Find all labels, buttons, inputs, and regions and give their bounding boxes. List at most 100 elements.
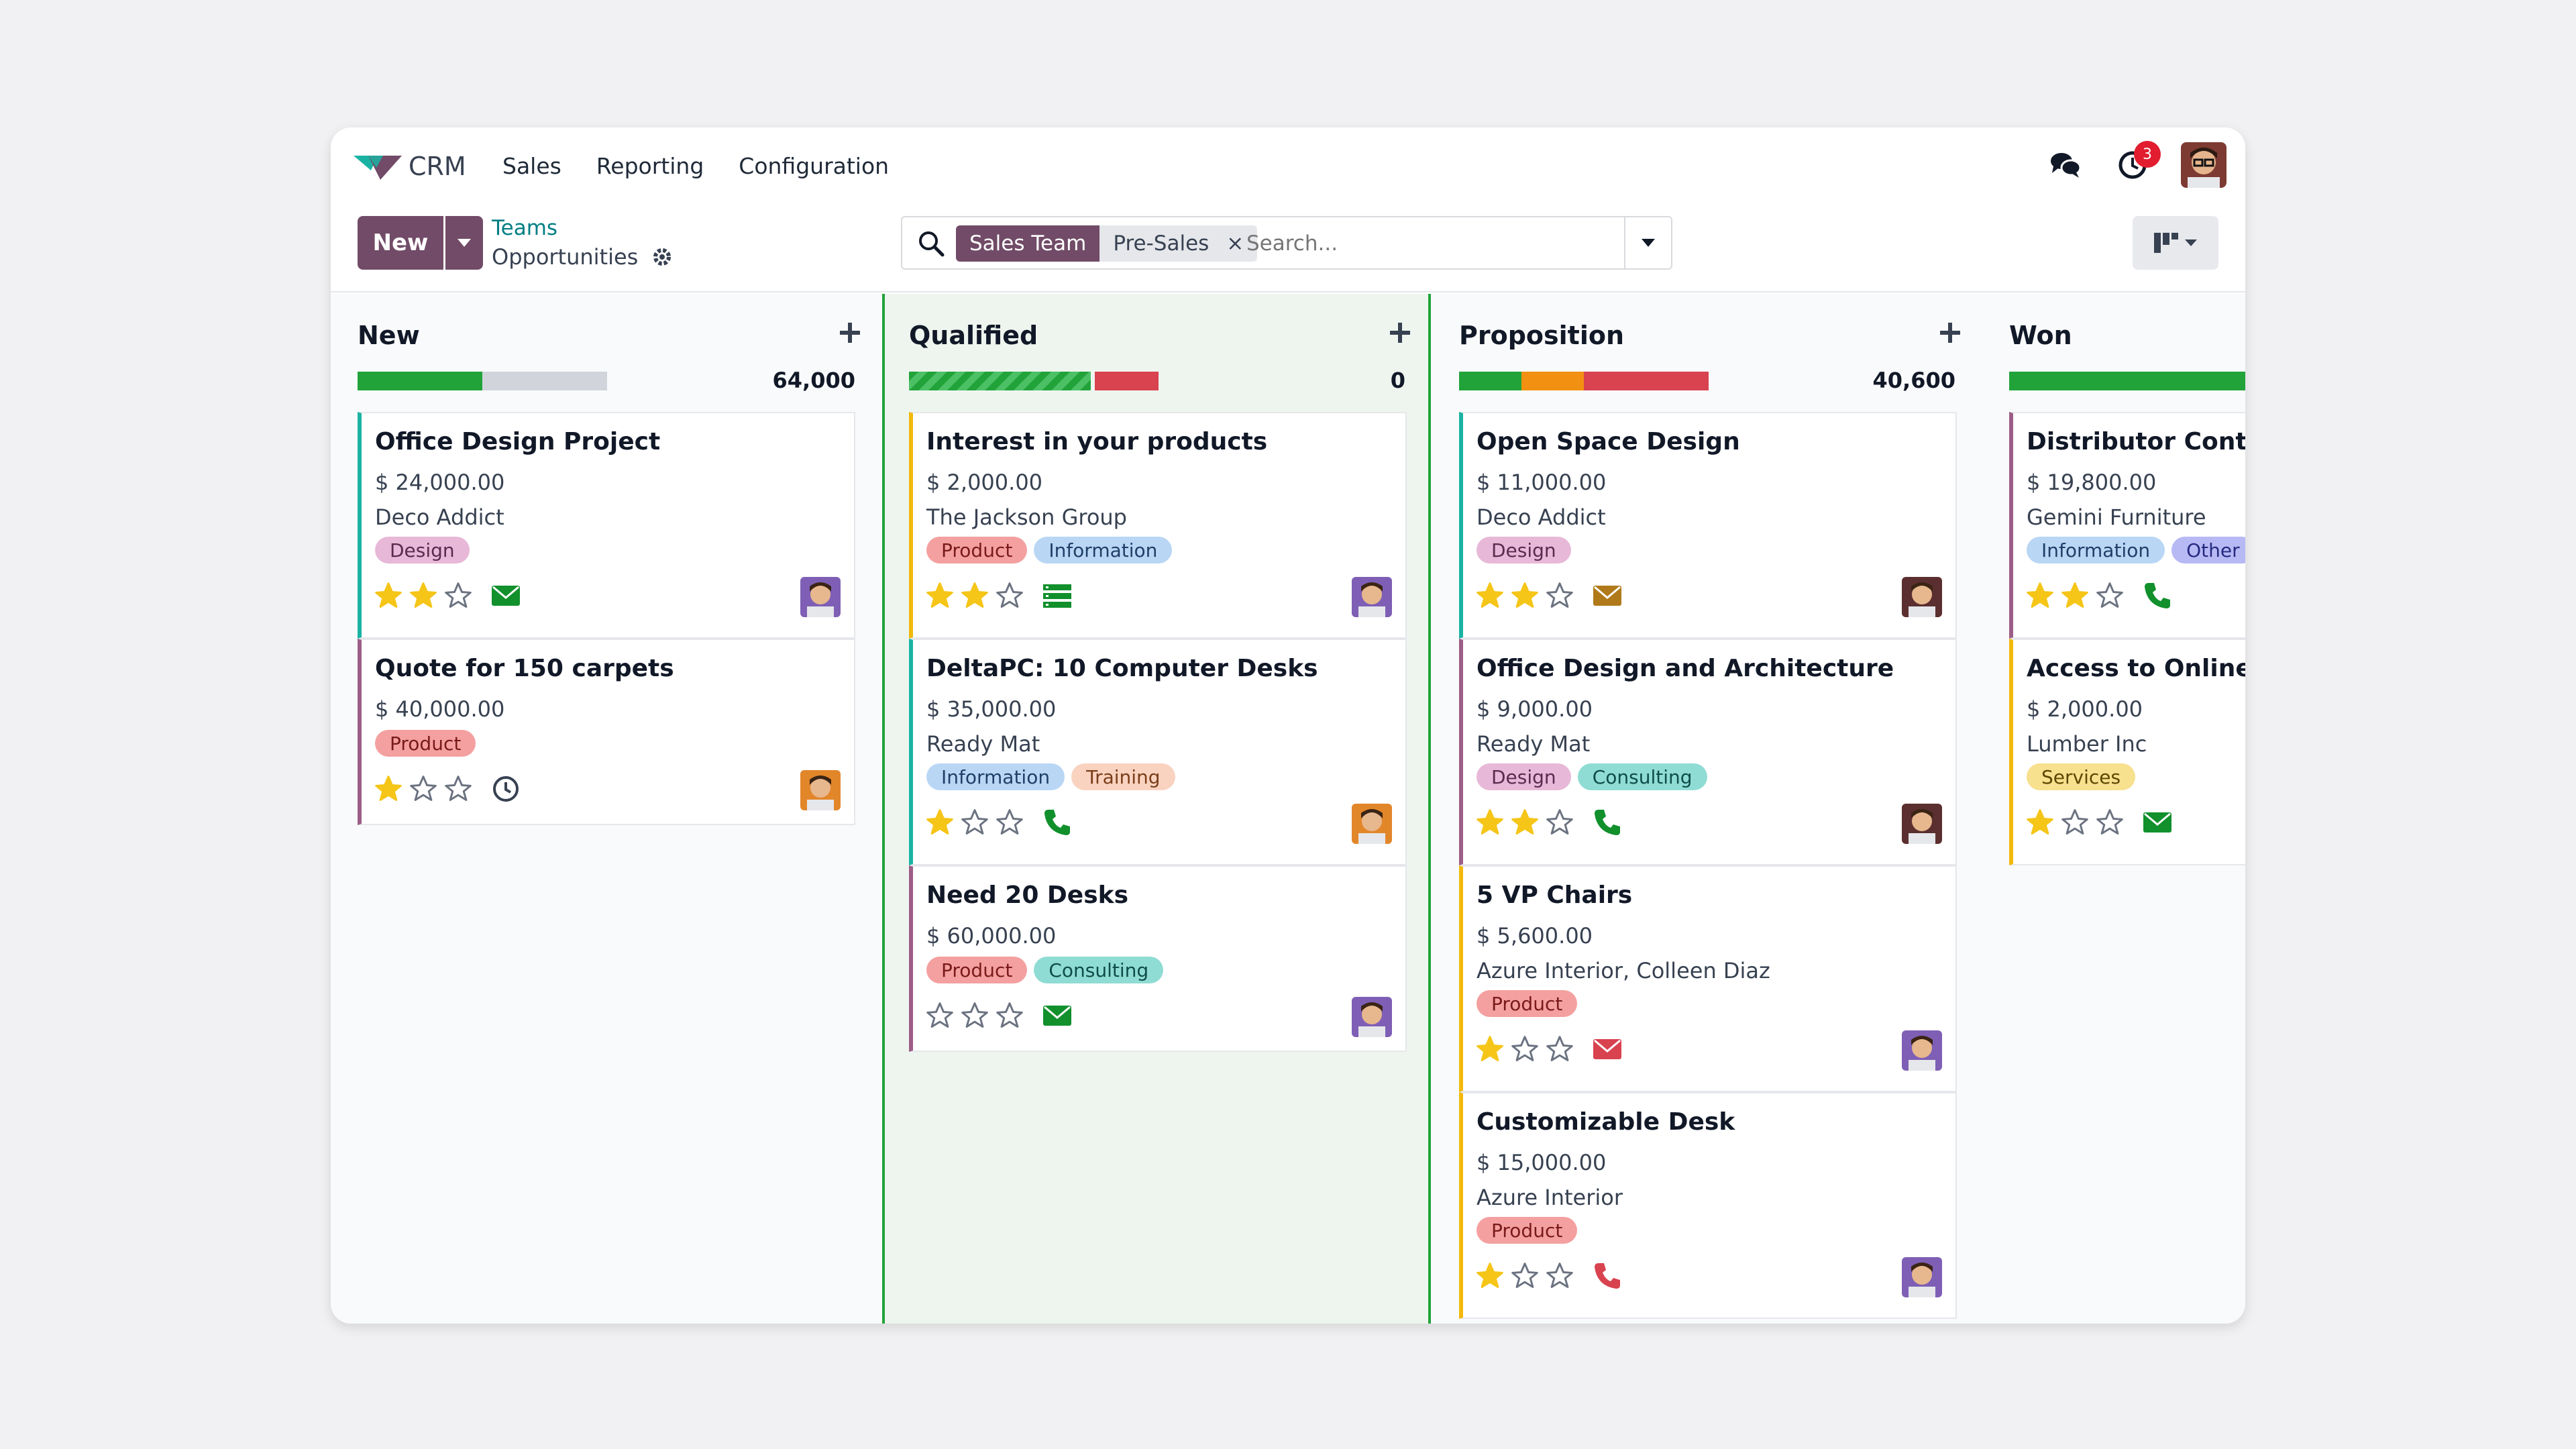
kanban-card[interactable]: DeltaPC: 10 Computer Desks $ 35,000.00 Rea… <box>909 639 1407 865</box>
crm-logo-icon[interactable] <box>354 150 402 182</box>
star-filled-icon[interactable] <box>1475 808 1505 840</box>
assignee-avatar[interactable] <box>1902 577 1942 617</box>
star-empty-icon[interactable] <box>1545 1261 1574 1293</box>
assignee-avatar[interactable] <box>1902 1030 1942 1071</box>
chat-icon[interactable] <box>2047 146 2084 184</box>
phone-icon[interactable] <box>1592 1260 1623 1291</box>
progress-segment[interactable] <box>358 372 482 390</box>
star-filled-icon[interactable] <box>2025 581 2055 613</box>
assignee-avatar[interactable] <box>1352 577 1392 617</box>
kanban-card[interactable]: Access to Online C $ 2,000.00 Lumber Inc Se… <box>2009 639 2245 865</box>
star-empty-icon[interactable] <box>2095 581 2125 613</box>
progress-segment[interactable] <box>1094 372 1159 390</box>
star-filled-icon[interactable] <box>1475 1261 1505 1293</box>
star-filled-icon[interactable] <box>1475 1034 1505 1067</box>
menu-item-sales[interactable]: Sales <box>502 153 561 179</box>
assignee-avatar[interactable] <box>1352 804 1392 844</box>
column-progress-bar[interactable] <box>909 372 1159 390</box>
new-button[interactable]: New <box>358 216 443 270</box>
list-icon[interactable] <box>1042 580 1073 611</box>
star-empty-icon[interactable] <box>1510 1261 1540 1293</box>
envelope-icon[interactable] <box>1592 1034 1623 1065</box>
column-title[interactable]: Qualified <box>909 321 1038 350</box>
phone-icon[interactable] <box>1592 807 1623 838</box>
clock-icon[interactable] <box>490 773 521 804</box>
kanban-card[interactable]: Office Design Project $ 24,000.00 Deco Add… <box>358 412 855 639</box>
progress-segment[interactable] <box>2009 372 2245 390</box>
star-empty-icon[interactable] <box>995 808 1024 840</box>
add-card-icon[interactable] <box>838 321 865 347</box>
star-empty-icon[interactable] <box>2095 808 2125 840</box>
star-empty-icon[interactable] <box>409 774 438 806</box>
search-options-toggle[interactable] <box>1624 217 1671 268</box>
column-progress-bar[interactable] <box>1459 372 1709 390</box>
progress-segment[interactable] <box>1521 372 1584 390</box>
progress-segment[interactable] <box>482 372 607 390</box>
kanban-card[interactable]: Open Space Design $ 11,000.00 Deco Addict D… <box>1459 412 1957 639</box>
assignee-avatar[interactable] <box>1352 997 1392 1037</box>
star-empty-icon[interactable] <box>1510 1034 1540 1067</box>
activity-clock-icon[interactable]: 3 <box>2114 141 2161 184</box>
breadcrumb-teams[interactable]: Teams <box>492 216 558 240</box>
assignee-avatar[interactable] <box>1902 1257 1942 1297</box>
progress-segment[interactable] <box>1459 372 1521 390</box>
new-dropdown-button[interactable] <box>445 216 483 270</box>
star-filled-icon[interactable] <box>374 581 403 613</box>
search-icon[interactable] <box>917 229 945 258</box>
column-title[interactable]: New <box>358 321 420 350</box>
star-filled-icon[interactable] <box>925 581 955 613</box>
envelope-icon[interactable] <box>490 580 521 611</box>
column-title[interactable]: Proposition <box>1459 321 1624 350</box>
progress-segment[interactable] <box>909 372 1091 390</box>
menu-item-reporting[interactable]: Reporting <box>596 153 704 179</box>
kanban-card[interactable]: Office Design and Architecture $ 9,000.00… <box>1459 639 1957 865</box>
column-progress-bar[interactable] <box>358 372 607 390</box>
star-empty-icon[interactable] <box>960 808 989 840</box>
add-card-icon[interactable] <box>1388 321 1415 347</box>
star-filled-icon[interactable] <box>2060 581 2090 613</box>
star-filled-icon[interactable] <box>925 808 955 840</box>
assignee-avatar[interactable] <box>1902 804 1942 844</box>
star-empty-icon[interactable] <box>1545 1034 1574 1067</box>
phone-icon[interactable] <box>1042 807 1073 838</box>
remove-facet-icon[interactable]: × <box>1226 231 1244 256</box>
star-empty-icon[interactable] <box>2060 808 2090 840</box>
column-title[interactable]: Won <box>2009 321 2072 350</box>
kanban-card[interactable]: Interest in your products $ 2,000.00 The J… <box>909 412 1407 639</box>
star-empty-icon[interactable] <box>960 1001 989 1033</box>
star-empty-icon[interactable] <box>925 1001 955 1033</box>
assignee-avatar[interactable] <box>800 770 841 810</box>
kanban-card[interactable]: 5 VP Chairs $ 5,600.00 Azure Interior, Col… <box>1459 865 1957 1092</box>
kanban-card[interactable]: Distributor Contra $ 19,800.00 Gemini Furn… <box>2009 412 2245 639</box>
star-empty-icon[interactable] <box>443 774 473 806</box>
column-progress-bar[interactable] <box>2009 372 2245 390</box>
star-empty-icon[interactable] <box>443 581 473 613</box>
envelope-icon[interactable] <box>1042 1000 1073 1031</box>
star-filled-icon[interactable] <box>1510 808 1540 840</box>
star-empty-icon[interactable] <box>1545 581 1574 613</box>
star-filled-icon[interactable] <box>1475 581 1505 613</box>
phone-icon[interactable] <box>2142 580 2173 611</box>
kanban-card[interactable]: Need 20 Desks $ 60,000.00 Product Consultin… <box>909 865 1407 1052</box>
star-filled-icon[interactable] <box>2025 808 2055 840</box>
user-avatar[interactable] <box>2181 142 2226 188</box>
star-empty-icon[interactable] <box>1545 808 1574 840</box>
envelope-icon[interactable] <box>1592 580 1623 611</box>
view-switcher[interactable] <box>2133 216 2218 270</box>
star-filled-icon[interactable] <box>374 774 403 806</box>
kanban-card[interactable]: Customizable Desk $ 15,000.00 Azure Interi… <box>1459 1092 1957 1319</box>
star-filled-icon[interactable] <box>409 581 438 613</box>
star-filled-icon[interactable] <box>1510 581 1540 613</box>
assignee-avatar[interactable] <box>800 577 841 617</box>
search-input[interactable] <box>1246 227 1609 260</box>
gear-icon[interactable] <box>651 246 673 268</box>
star-empty-icon[interactable] <box>995 1001 1024 1033</box>
envelope-icon[interactable] <box>2142 807 2173 838</box>
add-card-icon[interactable] <box>1938 321 1965 347</box>
progress-segment[interactable] <box>1584 372 1709 390</box>
kanban-card[interactable]: Quote for 150 carpets $ 40,000.00 Product <box>358 639 855 825</box>
menu-item-configuration[interactable]: Configuration <box>739 153 890 179</box>
star-empty-icon[interactable] <box>995 581 1024 613</box>
star-filled-icon[interactable] <box>960 581 989 613</box>
app-name[interactable]: CRM <box>409 152 466 181</box>
